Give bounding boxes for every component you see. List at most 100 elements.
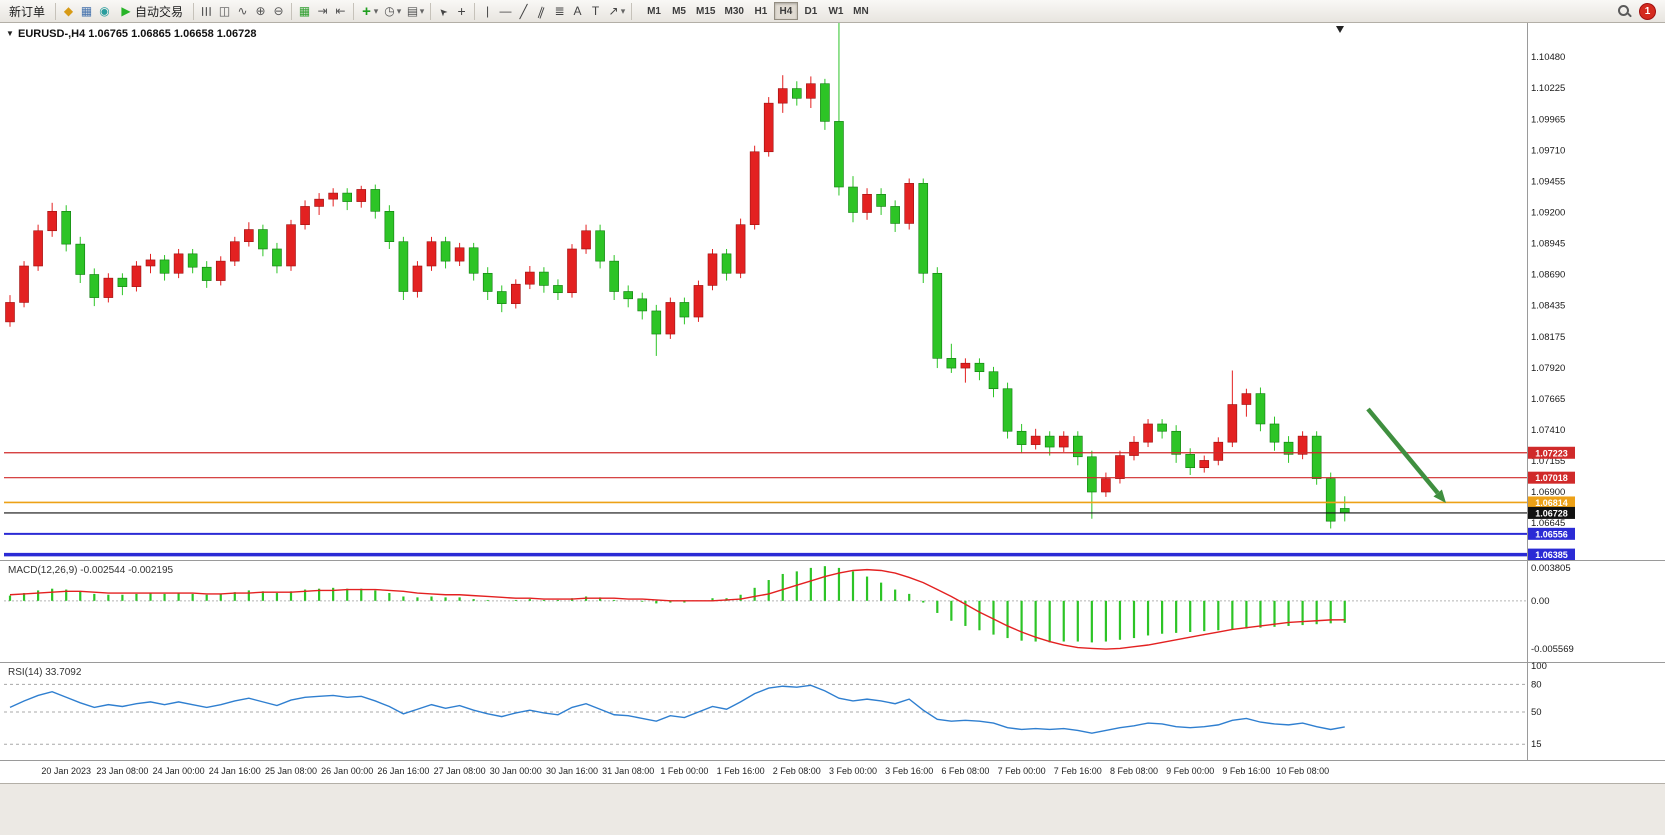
candle-body xyxy=(890,206,900,224)
toolbar-separator xyxy=(631,2,633,20)
macd-axis-label: 0.00 xyxy=(1531,596,1550,607)
channel-icon[interactable]: ∥ xyxy=(536,3,547,19)
candle-body xyxy=(342,192,353,202)
date-axis-label: 6 Feb 08:00 xyxy=(941,766,989,776)
candle-body xyxy=(75,243,86,275)
timeframe-mn[interactable]: MN xyxy=(849,2,873,20)
timeframe-m1[interactable]: M1 xyxy=(642,2,666,20)
candle-body xyxy=(19,265,29,303)
candle-body xyxy=(426,241,437,267)
timeframe-m30[interactable]: M30 xyxy=(720,2,747,20)
toolbar-separator xyxy=(193,2,195,20)
price-tag-label: 1.06385 xyxy=(1535,550,1568,560)
navigator-icon[interactable]: ▦ xyxy=(80,4,93,18)
timeframe-m15[interactable]: M15 xyxy=(692,2,719,20)
date-axis-label: 26 Jan 00:00 xyxy=(321,766,373,776)
date-axis-label: 1 Feb 00:00 xyxy=(660,766,708,776)
chart-dropdown-icon[interactable]: ▼ xyxy=(6,29,14,38)
dropdown-caret-icon[interactable]: ▾ xyxy=(373,5,379,16)
candle-body xyxy=(1030,435,1041,445)
tile-windows-icon[interactable]: ▦ xyxy=(298,4,311,18)
search-icon[interactable] xyxy=(1617,4,1631,18)
timeframe-m5[interactable]: M5 xyxy=(667,2,691,20)
bar-chart-icon[interactable]: ☰ xyxy=(199,5,214,17)
templates-icon[interactable]: ▤ xyxy=(406,4,419,18)
auto-trading-button[interactable]: ▶ 自动交易 xyxy=(114,2,189,21)
macd-panel[interactable]: MACD(12,26,9) -0.002544 -0.002195 xyxy=(4,565,1527,650)
timeframe-h4[interactable]: H4 xyxy=(773,2,798,20)
candle-body xyxy=(1044,435,1055,448)
candle-body xyxy=(1283,441,1294,455)
price-tag xyxy=(1528,548,1575,561)
new-order-button[interactable]: 新订单 xyxy=(3,2,51,21)
arrows-icon[interactable]: ↗ xyxy=(608,4,619,18)
timeframe-w1[interactable]: W1 xyxy=(824,2,848,20)
timeframe-h1[interactable]: H1 xyxy=(749,2,773,20)
rsi-panel[interactable]: RSI(14) 33.7092 xyxy=(4,667,1527,745)
candle-body xyxy=(384,211,395,242)
dropdown-caret-icon[interactable]: ▾ xyxy=(419,5,425,16)
zoom-in-icon[interactable]: ⊕ xyxy=(255,4,266,18)
candle-body xyxy=(806,83,816,99)
candle-body xyxy=(370,189,381,212)
date-axis-label: 7 Feb 00:00 xyxy=(998,766,1046,776)
candle-body xyxy=(988,371,999,390)
dropdown-caret-icon[interactable]: ▾ xyxy=(620,5,626,16)
text-icon[interactable]: A xyxy=(573,4,582,18)
price-tag xyxy=(1528,527,1575,540)
vertical-line-icon[interactable]: | xyxy=(485,4,490,18)
date-axis-label: 20 Jan 2023 xyxy=(41,766,91,776)
price-axis-label: 1.06900 xyxy=(1531,487,1565,498)
chart-shift-marker[interactable] xyxy=(1336,26,1344,33)
fibonacci-icon[interactable]: ≣ xyxy=(554,4,565,18)
date-axis-label: 1 Feb 16:00 xyxy=(717,766,765,776)
candlestick-chart-icon[interactable]: ◫ xyxy=(218,4,231,18)
main-panel[interactable] xyxy=(4,23,1527,557)
candle-body xyxy=(679,302,690,318)
data-window-icon[interactable]: ◉ xyxy=(99,4,110,18)
indicators-icon[interactable]: + xyxy=(362,2,371,20)
rsi-line xyxy=(9,684,1345,734)
timeframe-d1[interactable]: D1 xyxy=(799,2,823,20)
toolbar-separator xyxy=(291,2,293,20)
candle-body xyxy=(862,193,872,213)
price-chart[interactable]: ▼ EURUSD-,H4 1.06765 1.06865 1.06658 1.06… xyxy=(0,23,1665,783)
trend-arrow-annotation[interactable] xyxy=(1366,407,1446,503)
toolbar-separator xyxy=(474,2,476,20)
candle-body xyxy=(230,241,240,262)
periods-icon[interactable]: ◷ xyxy=(384,4,395,18)
candle-body xyxy=(173,253,184,274)
candle-body xyxy=(820,83,830,122)
crosshair-icon[interactable]: + xyxy=(457,3,466,19)
horizontal-line-icon[interactable]: — xyxy=(499,4,512,18)
date-axis-label: 30 Jan 00:00 xyxy=(490,766,542,776)
candle-body xyxy=(1171,430,1181,455)
price-axis-label: 1.07410 xyxy=(1531,425,1565,436)
candle-body xyxy=(1227,404,1238,443)
candle-body xyxy=(876,193,886,207)
zoom-out-icon[interactable]: ⊖ xyxy=(273,4,284,18)
candle-body xyxy=(1325,478,1336,522)
price-tag-label: 1.06814 xyxy=(1535,498,1568,508)
trendline-icon[interactable]: ╱ xyxy=(519,3,528,19)
date-axis-label: 8 Feb 08:00 xyxy=(1110,766,1158,776)
toolbar-separator xyxy=(353,2,355,20)
candle-body xyxy=(1157,423,1167,432)
candle-body xyxy=(834,121,844,188)
candle-body xyxy=(244,229,254,242)
date-axis-label: 31 Jan 08:00 xyxy=(602,766,654,776)
candle-body xyxy=(47,211,57,232)
notification-badge[interactable]: 1 xyxy=(1639,2,1656,20)
chart-shift-icon[interactable]: ⇤ xyxy=(335,4,346,18)
line-chart-icon[interactable]: ∿ xyxy=(237,4,248,18)
candle-body xyxy=(553,285,563,294)
candle-body xyxy=(932,272,943,359)
price-axis-label: 1.09455 xyxy=(1531,177,1565,188)
market-watch-icon[interactable]: ◆ xyxy=(63,4,74,18)
candle-body xyxy=(187,253,198,268)
label-icon[interactable]: T xyxy=(591,4,600,18)
toolbar-separator xyxy=(55,2,57,20)
auto-scroll-icon[interactable]: ⇥ xyxy=(317,4,328,18)
candle-body xyxy=(1016,430,1027,445)
dropdown-caret-icon[interactable]: ▾ xyxy=(396,5,402,16)
